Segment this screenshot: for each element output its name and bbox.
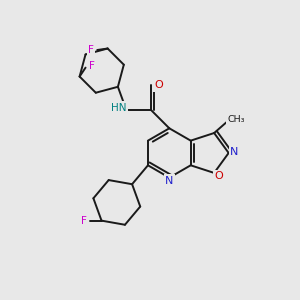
Text: O: O [154,80,163,90]
Text: N: N [230,147,238,157]
Text: F: F [88,45,94,55]
Text: F: F [81,216,87,226]
Text: F: F [88,61,94,71]
Text: CH₃: CH₃ [227,115,245,124]
Text: N: N [165,176,173,186]
Text: HN: HN [111,103,127,112]
Text: O: O [214,172,223,182]
